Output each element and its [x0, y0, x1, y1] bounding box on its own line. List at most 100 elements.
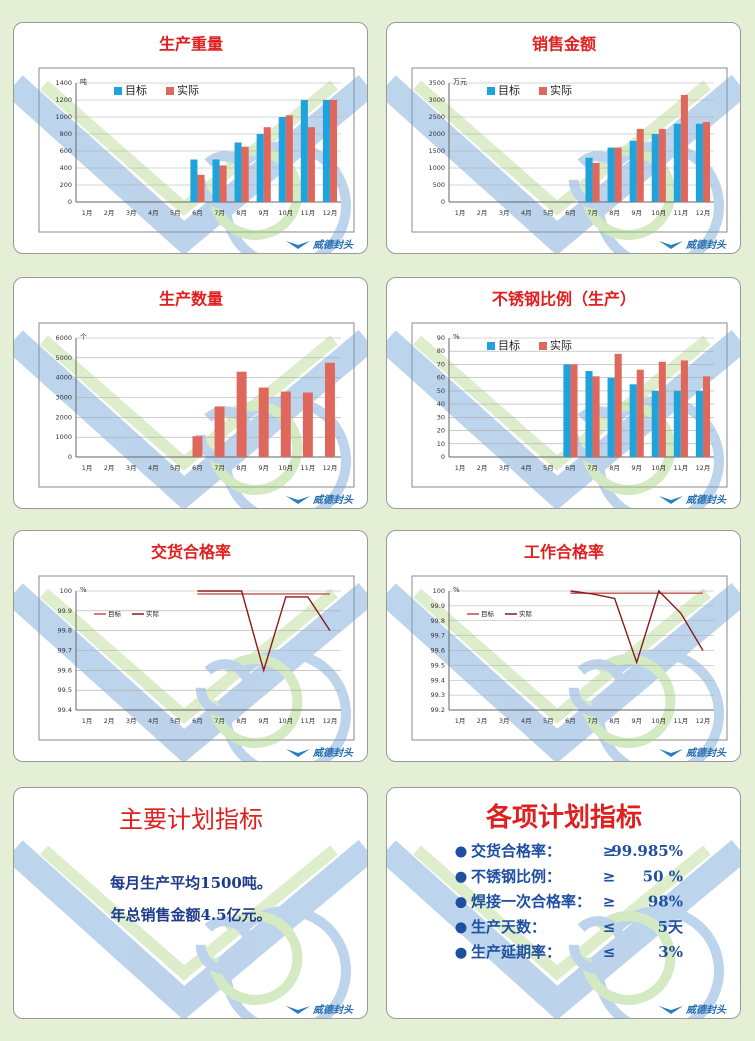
watermark-arc [581, 654, 676, 748]
y-tick-label: 80 [437, 347, 445, 355]
x-tick-label: 9月 [258, 209, 269, 217]
y-tick-label: 50 [437, 387, 445, 395]
x-tick-label: 9月 [631, 464, 642, 472]
logo-text: 威德封头 [685, 747, 727, 759]
y-tick-label: 70 [437, 360, 445, 368]
x-tick-label: 12月 [696, 717, 711, 725]
y-tick-label: 99.6 [58, 666, 72, 674]
panel-title: 各项计划指标 [485, 802, 642, 833]
slide-panel: 各项计划指标 交货合格率： ≥99.985% 不锈钢比例： ≥50 % 焊接一次合格率： ≥… [386, 787, 741, 1019]
watermark [14, 840, 367, 1018]
x-tick-label: 7月 [587, 209, 598, 217]
bar [197, 174, 205, 202]
watermark-arc [195, 406, 254, 465]
x-tick-label: 1月 [455, 464, 466, 472]
x-tick-label: 5月 [170, 209, 181, 217]
item-value: 3% [658, 943, 683, 961]
logo-mark [659, 496, 683, 504]
x-tick-label: 8月 [609, 209, 620, 217]
legend-swatch [487, 342, 495, 350]
bar [190, 159, 198, 202]
bar [607, 377, 615, 457]
watermark-arc [593, 905, 724, 1018]
y-tick-label: 1400 [55, 79, 72, 87]
x-tick-label: 8月 [236, 464, 247, 472]
x-tick-label: 8月 [236, 717, 247, 725]
legend-label: 目标 [125, 83, 147, 97]
y-tick-label: 100 [60, 587, 72, 595]
bullet [455, 897, 467, 909]
x-tick-label: 9月 [631, 209, 642, 217]
x-tick-label: 1月 [82, 717, 93, 725]
x-tick-label: 6月 [565, 464, 576, 472]
y-tick-label: 2000 [428, 130, 445, 138]
y-tick-label: 1000 [55, 113, 72, 121]
x-tick-label: 11月 [300, 209, 315, 217]
plot-frame [38, 575, 355, 741]
bar [324, 362, 335, 457]
slide-panel: 交货合格率 99.4 99.5 99.6 99.7 99.8 99.9 100% 1月 2月 3月 4… [13, 530, 368, 762]
bullet [455, 871, 467, 883]
x-tick-label: 1月 [82, 209, 93, 217]
bar [278, 117, 286, 202]
y-tick-label: 10 [437, 440, 445, 448]
plot-frame [411, 575, 728, 741]
bar [192, 436, 203, 457]
bar [607, 147, 615, 202]
legend-swatch [539, 342, 547, 350]
bar [629, 140, 637, 202]
x-tick-label: 6月 [192, 717, 203, 725]
x-tick-label: 1月 [455, 209, 466, 217]
legend-swatch [539, 87, 547, 95]
y-tick-label: 0 [441, 198, 445, 206]
item-label: 不锈钢比例： [471, 867, 561, 885]
bullet [455, 922, 467, 934]
bar [702, 376, 711, 457]
x-tick-label: 6月 [565, 717, 576, 725]
logo-mark [659, 1006, 683, 1014]
bar [258, 387, 269, 457]
x-tick-label: 11月 [300, 464, 315, 472]
x-tick-label: 3月 [126, 717, 137, 725]
x-tick-label: 4月 [148, 717, 159, 725]
bar [651, 134, 659, 202]
x-tick-label: 11月 [673, 209, 688, 217]
logo-text: 威德封头 [685, 239, 727, 251]
logo-mark [286, 1006, 310, 1014]
logo-mark [286, 496, 310, 504]
bar [563, 364, 571, 457]
x-tick-label: 1月 [455, 717, 466, 725]
watermark-v [387, 583, 740, 761]
x-tick-label: 3月 [499, 464, 510, 472]
y-tick-label: 99.3 [431, 691, 445, 699]
legend-swatch [166, 87, 174, 95]
watermark-v [14, 583, 367, 761]
x-tick-label: 10月 [651, 717, 666, 725]
x-tick-label: 10月 [278, 209, 293, 217]
bar [680, 360, 688, 457]
bar [329, 100, 338, 202]
item-operator: ≤ [603, 943, 616, 961]
watermark-arc [195, 659, 254, 718]
bar [280, 391, 291, 457]
logo-text: 威德封头 [312, 239, 354, 251]
bar [585, 371, 593, 457]
x-tick-label: 8月 [609, 717, 620, 725]
bar [256, 134, 264, 202]
x-tick-label: 2月 [104, 464, 115, 472]
logo-text: 威德封头 [312, 1004, 354, 1016]
x-tick-label: 4月 [521, 717, 532, 725]
bar [307, 127, 315, 202]
x-tick-label: 7月 [587, 717, 598, 725]
chart-title: 生产数量 [159, 290, 223, 309]
y-tick-label: 0 [441, 453, 445, 461]
bar [585, 157, 593, 202]
x-tick-label: 1月 [82, 464, 93, 472]
legend-label: 实际 [177, 83, 199, 97]
y-unit: % [453, 333, 460, 341]
y-tick-label: 0 [68, 453, 72, 461]
logo-mark [659, 241, 683, 249]
slide-panel: 主要计划指标 每月生产平均1500吨。 年总销售金额4.5亿元。 威德封头 [13, 787, 368, 1019]
y-tick-label: 6000 [55, 334, 72, 342]
bar [695, 123, 703, 202]
